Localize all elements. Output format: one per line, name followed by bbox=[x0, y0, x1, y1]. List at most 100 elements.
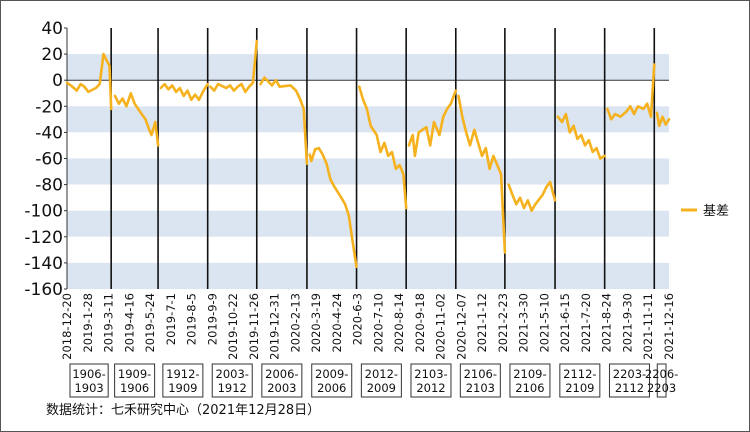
y-tick-label: -120 bbox=[24, 228, 63, 248]
series-basis bbox=[65, 39, 671, 269]
contract-period-label: 1906- bbox=[72, 367, 105, 381]
y-axis-ticks: 40 20 0 -20 -40 -60 -80 -100 -120 -140 -160 bbox=[24, 19, 67, 300]
series-line bbox=[113, 92, 160, 147]
series-line bbox=[357, 85, 408, 210]
x-tick-label: 2021-12-16 bbox=[662, 293, 676, 360]
contract-period-label: 2103- bbox=[414, 367, 447, 381]
y-tick-label: -20 bbox=[35, 97, 63, 117]
series-line bbox=[507, 180, 557, 212]
contract-period-label: 2009- bbox=[315, 367, 348, 381]
y-tick-label: 40 bbox=[41, 19, 63, 39]
y-tick-label: -100 bbox=[24, 202, 63, 222]
contract-period-box bbox=[114, 363, 156, 398]
grid-band bbox=[67, 28, 669, 55]
grid-band bbox=[67, 158, 669, 185]
series-line bbox=[65, 52, 113, 111]
x-axis-ticks: 2018-12-20 2019-1-28 2019-3-11 2019-4-16 201… bbox=[60, 293, 676, 360]
contract-period-label: 1912 bbox=[218, 381, 247, 395]
grid-band bbox=[67, 210, 669, 237]
series-line bbox=[606, 63, 656, 121]
contract-period-label: 2012- bbox=[365, 367, 398, 381]
contract-period-box bbox=[360, 363, 402, 398]
contract-period-box bbox=[69, 363, 109, 398]
x-tick-label: 2021-11-11 bbox=[641, 293, 655, 360]
contract-period-label: 2106 bbox=[515, 381, 544, 395]
x-tick-label: 2020-2-13 bbox=[288, 293, 302, 353]
x-tick-label: 2018-12-20 bbox=[60, 293, 74, 360]
contract-period-box bbox=[311, 363, 353, 398]
x-tick-label: 2019-3-11 bbox=[102, 293, 116, 353]
y-tick-label: -80 bbox=[35, 176, 63, 196]
grid-band bbox=[67, 262, 669, 289]
x-tick-label: 2021-5-10 bbox=[537, 293, 551, 353]
x-tick-label: 2020-6-3 bbox=[351, 293, 365, 345]
contract-period-box bbox=[608, 363, 650, 398]
x-tick-label: 2021-1-12 bbox=[475, 293, 489, 353]
series-line bbox=[209, 39, 259, 94]
x-tick-label: 2020-8-14 bbox=[392, 293, 406, 353]
x-tick-label: 2019-5-24 bbox=[143, 293, 157, 353]
contract-period-label: 1903 bbox=[74, 381, 103, 395]
contract-period-label: 1909- bbox=[118, 367, 151, 381]
contract-period-box bbox=[656, 363, 667, 398]
x-tick-label: 2019-1-28 bbox=[81, 293, 95, 353]
x-tick-label: 2019-8-5 bbox=[185, 293, 199, 345]
x-tick-label: 2021-2-23 bbox=[496, 293, 510, 353]
series-line bbox=[259, 76, 309, 165]
x-tick-label: 2020-11-02 bbox=[434, 293, 448, 360]
grid-bands bbox=[67, 28, 669, 289]
contract-period-labels: 1906-1903 1909-1906 1912-1909 2003-1912 2006… bbox=[69, 363, 678, 398]
x-tick-label: 2020-4-24 bbox=[330, 293, 344, 353]
contract-period-box bbox=[459, 363, 501, 398]
contract-period-label: 2003 bbox=[267, 381, 296, 395]
contract-period-label: 2203 bbox=[647, 381, 676, 395]
contract-period-label: 2106- bbox=[464, 367, 497, 381]
contract-period-label: 2112- bbox=[563, 367, 596, 381]
contract-period-box bbox=[559, 363, 601, 398]
contract-period-label: 2006- bbox=[265, 367, 298, 381]
x-tick-label: 2020-7-10 bbox=[371, 293, 385, 353]
series-line bbox=[655, 111, 671, 128]
x-tick-label: 2021-6-15 bbox=[558, 293, 572, 353]
y-tick-label: 20 bbox=[41, 45, 63, 65]
contract-period-box bbox=[162, 363, 204, 398]
y-tick-label: -40 bbox=[35, 123, 63, 143]
x-tick-label: 2019-11-26 bbox=[247, 293, 261, 360]
grid-band bbox=[67, 54, 669, 81]
legend: 基差 bbox=[681, 204, 729, 219]
contract-period-label: 2103 bbox=[466, 381, 495, 395]
contract-period-label: 2006 bbox=[317, 381, 346, 395]
grid-band bbox=[67, 236, 669, 263]
x-tick-label: 2019-7-1 bbox=[164, 293, 178, 345]
y-tick-label: -60 bbox=[35, 150, 63, 170]
contract-period-label: 2109 bbox=[565, 381, 594, 395]
x-tick-label: 2021-7-20 bbox=[579, 293, 593, 353]
grid-band bbox=[67, 184, 669, 211]
series-line bbox=[159, 82, 209, 102]
contract-period-label: 2203- bbox=[613, 367, 646, 381]
grid-band bbox=[67, 80, 669, 107]
x-tick-label: 2020-3-19 bbox=[309, 293, 323, 353]
contract-period-label: 1906 bbox=[120, 381, 149, 395]
x-tick-label: 2021-3-30 bbox=[517, 293, 531, 353]
contract-period-label: 1912- bbox=[166, 367, 199, 381]
y-tick-label: -160 bbox=[24, 280, 63, 300]
y-tick-label: -140 bbox=[24, 254, 63, 274]
legend-label: 基差 bbox=[703, 204, 729, 219]
x-tick-label: 2019-10-22 bbox=[226, 293, 240, 360]
series-line bbox=[556, 112, 607, 160]
x-tick-label: 2019-12-31 bbox=[268, 293, 282, 360]
series-line bbox=[308, 146, 358, 269]
x-tick-label: 2019-9-9 bbox=[205, 293, 219, 345]
contract-period-box bbox=[261, 363, 303, 398]
source-note: 数据统计：七禾研究中心（2021年12月28日） bbox=[46, 403, 320, 418]
contract-period-label: 2009 bbox=[367, 381, 396, 395]
series-line bbox=[457, 94, 507, 254]
grid-band bbox=[67, 132, 669, 159]
contract-period-label: 2112 bbox=[615, 381, 644, 395]
contract-period-label: 2012 bbox=[416, 381, 445, 395]
x-tick-label: 2020-12-07 bbox=[454, 293, 468, 360]
x-tick-label: 2019-4-16 bbox=[122, 293, 136, 353]
x-tick-label: 2020-9-18 bbox=[413, 293, 427, 353]
